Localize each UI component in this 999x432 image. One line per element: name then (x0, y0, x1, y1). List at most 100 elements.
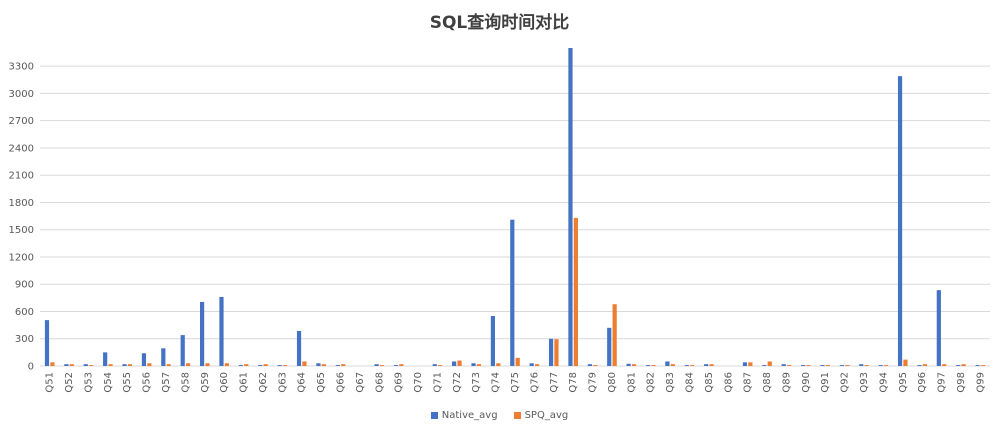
x-tick-label: Q82 (646, 372, 657, 393)
bar-spq-avg (69, 364, 74, 366)
x-tick-label: Q72 (452, 372, 463, 393)
y-tick-label: 2100 (9, 171, 34, 182)
bar-spq-avg (108, 364, 113, 366)
bar-native-avg (219, 296, 224, 366)
bar-spq-avg (787, 365, 792, 366)
bar-native-avg (878, 365, 883, 366)
bar-native-avg (742, 362, 748, 366)
bar-native-avg (897, 76, 903, 366)
bar-spq-avg (399, 364, 404, 366)
x-tick-label: Q55 (122, 372, 133, 393)
bar-native-avg (335, 365, 340, 366)
bar-spq-avg (612, 304, 617, 366)
x-tick-label: Q98 (956, 372, 967, 393)
bar-native-avg (64, 364, 69, 366)
bar-spq-avg (883, 365, 889, 366)
bar-spq-avg (457, 360, 462, 366)
bar-spq-avg (690, 365, 695, 366)
x-tick-label: Q62 (258, 372, 269, 393)
bar-spq-avg (806, 365, 811, 366)
bar-native-avg (161, 348, 166, 366)
x-tick-label: Q83 (665, 372, 676, 393)
y-tick-label: 600 (15, 307, 34, 318)
bar-native-avg (587, 364, 592, 366)
bar-spq-avg (825, 365, 831, 366)
bar-spq-avg (922, 364, 927, 366)
bar-spq-avg (534, 364, 540, 366)
bar-spq-avg (903, 359, 908, 366)
bar-native-avg (975, 365, 980, 366)
x-tick-label: Q73 (471, 372, 482, 393)
x-tick-label: Q93 (859, 372, 870, 393)
bar-spq-avg (496, 363, 501, 366)
bar-spq-avg (864, 365, 869, 366)
bar-native-avg (490, 316, 496, 366)
bar-spq-avg (321, 364, 326, 366)
x-tick-label: Q57 (161, 372, 172, 393)
bar-spq-avg (341, 364, 346, 366)
bar-spq-avg (554, 339, 559, 366)
bar-spq-avg (631, 364, 637, 366)
bar-native-avg (316, 363, 321, 366)
x-tick-label: Q90 (801, 372, 812, 393)
bar-native-avg (141, 353, 147, 366)
x-tick-label: Q79 (588, 372, 599, 393)
x-tick-label: Q67 (355, 372, 366, 393)
legend-swatch-spq (513, 412, 521, 419)
x-tick-label: Q80 (607, 372, 618, 393)
bar-native-avg (684, 365, 689, 366)
bar-native-avg (568, 48, 573, 366)
x-tick-label: Q56 (142, 372, 153, 393)
bar-spq-avg (980, 365, 986, 366)
x-tick-label: Q65 (316, 372, 327, 393)
bar-native-avg (277, 365, 282, 366)
x-tick-label: Q95 (898, 372, 909, 393)
bar-spq-avg (961, 364, 966, 366)
x-tick-label: Q69 (394, 372, 405, 393)
bar-spq-avg (845, 365, 850, 366)
legend-label-native: Native_avg (441, 410, 498, 421)
bar-spq-avg (438, 365, 443, 366)
legend-label-spq: SPQ_avg (524, 410, 569, 421)
legend-item-native: Native_avg (430, 410, 498, 421)
x-tick-label: Q88 (762, 372, 773, 393)
x-tick-label: Q92 (840, 372, 851, 393)
legend-swatch-native (430, 412, 438, 419)
bar-native-avg (374, 364, 379, 366)
x-tick-label: Q64 (297, 372, 308, 393)
bar-native-avg (393, 365, 399, 366)
bar-native-avg (956, 365, 961, 366)
x-tick-label: Q70 (413, 372, 424, 393)
bar-native-avg (936, 290, 941, 366)
bar-native-avg (704, 364, 709, 366)
bar-native-avg (258, 365, 263, 366)
bar-native-avg (820, 365, 825, 366)
y-tick-label: 2700 (9, 116, 34, 127)
bar-spq-avg (282, 365, 288, 366)
x-tick-label: Q74 (491, 372, 502, 393)
x-tick-label: Q63 (277, 372, 288, 393)
bar-native-avg (859, 364, 864, 366)
x-tick-label: Q99 (975, 372, 986, 393)
x-tick-label: Q84 (684, 372, 695, 393)
y-tick-label: 1500 (9, 225, 34, 236)
bar-spq-avg (302, 361, 307, 366)
x-tick-label: Q86 (723, 372, 734, 393)
bar-spq-avg (166, 364, 171, 366)
x-tick-label: Q58 (180, 372, 191, 393)
bar-spq-avg (147, 363, 152, 366)
bar-native-avg (762, 365, 767, 366)
bar-spq-avg (942, 364, 947, 366)
chart-legend: Native_avg SPQ_avg (0, 410, 999, 421)
bar-spq-avg (89, 365, 94, 366)
bar-spq-avg (50, 362, 55, 366)
bar-native-avg (626, 363, 631, 366)
x-tick-label: Q85 (704, 372, 715, 393)
y-tick-label: 300 (15, 334, 34, 345)
bar-native-avg (781, 364, 786, 366)
bar-native-avg (607, 327, 612, 366)
bar-spq-avg (573, 217, 578, 366)
x-tick-label: Q94 (878, 372, 889, 393)
